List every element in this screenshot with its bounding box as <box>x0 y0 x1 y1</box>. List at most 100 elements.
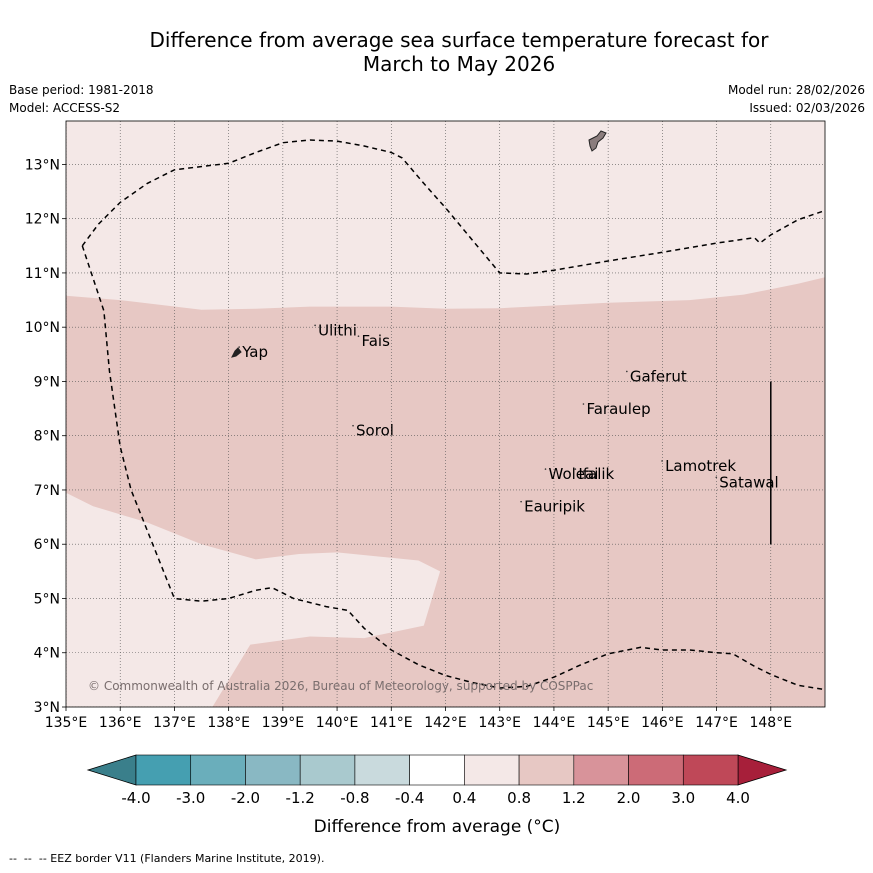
anomaly-region-1 <box>66 277 825 707</box>
y-tick-label: 11°N <box>25 266 60 282</box>
y-tick-label: 8°N <box>34 429 60 445</box>
copyright-notice: © Commonwealth of Australia 2026, Bureau… <box>88 679 593 693</box>
place-sorol: Sorol <box>352 422 394 440</box>
place-satawal: Satawal <box>715 473 779 491</box>
colorbar-bin <box>299 754 356 786</box>
place-label: Eauripik <box>524 498 585 516</box>
colorbar-bin <box>409 754 465 786</box>
title-line-2: March to May 2026 <box>362 52 556 76</box>
eez-border <box>81 139 825 691</box>
place-gaferut: Gaferut <box>626 367 687 385</box>
place-label: Fais <box>361 332 390 350</box>
colorbar-tick-label: -0.4 <box>395 789 424 807</box>
colorbar-tick-label: 0.8 <box>507 789 531 807</box>
model-name: Model: ACCESS-S2 <box>9 101 121 115</box>
meta-right: Model run: 28/02/2026 Issued: 02/03/2026 <box>728 81 865 117</box>
yap-island <box>231 347 242 358</box>
colorbar-bin <box>135 754 192 786</box>
y-tick-label: 3°N <box>34 700 60 716</box>
colorbar-tick-label: 4.0 <box>726 789 750 807</box>
colorbar-label: Difference from average (°C) <box>314 817 561 837</box>
x-tick-label: 148°E <box>749 715 792 731</box>
x-tick-label: 139°E <box>262 715 305 731</box>
place-lamotrek: Lamotrek <box>661 457 736 475</box>
x-tick-label: 145°E <box>587 715 630 731</box>
eez-border-line-0 <box>81 139 825 275</box>
place-label: Lamotrek <box>665 457 736 475</box>
place-marker <box>520 500 522 503</box>
x-tick-label: 137°E <box>153 715 196 731</box>
x-tick-label: 147°E <box>695 715 738 731</box>
colorbar-tick-label: 3.0 <box>671 789 695 807</box>
x-tick-label: 146°E <box>641 715 684 731</box>
eez-border-line-1 <box>81 245 825 691</box>
model-run: Model run: 28/02/2026 <box>727 83 865 97</box>
colorbar-bin <box>245 754 301 786</box>
place-marker <box>661 460 663 462</box>
colorbar-bins <box>86 754 788 786</box>
footnote-eez: -- -- -- EEZ border V11 (Flanders Marine… <box>9 852 325 865</box>
y-tick-label: 4°N <box>34 646 60 662</box>
colorbar-bin <box>682 754 739 786</box>
place-label: Faraulep <box>586 400 650 418</box>
issued-date: Issued: 02/03/2026 <box>749 101 865 115</box>
place-label: Ulithi <box>318 321 357 339</box>
colorbar-tick-label: -2.0 <box>231 789 260 807</box>
x-tick-label: 135°E <box>45 715 88 731</box>
meta-left: Base period: 1981-2018 Model: ACCESS-S2 <box>9 81 154 117</box>
title-line-1: Difference from average sea surface temp… <box>149 28 769 52</box>
colorbar-extend-low <box>86 754 137 786</box>
x-tick-label: 138°E <box>207 715 250 731</box>
place-marker <box>715 476 718 479</box>
place-label: Woleai <box>549 465 599 483</box>
place-label: Ifalik <box>578 465 614 483</box>
gridlines <box>66 121 825 707</box>
colorbar-tick-label: -4.0 <box>121 789 150 807</box>
colorbar-tick-label: 0.4 <box>452 789 476 807</box>
place-label: Yap <box>241 343 268 361</box>
colorbar-bin <box>628 754 684 786</box>
colorbar-bin <box>464 754 520 786</box>
colorbar-tick-labels: -4.0 -3.0 -2.0 -1.2 -0.8 -0.4 0.4 0.8 1.2 2.0 3.0 4… <box>121 789 750 807</box>
y-tick-label: 10°N <box>25 320 60 336</box>
place-yap: Yap <box>238 343 268 361</box>
place-marker <box>582 403 585 405</box>
place-label: Satawal <box>719 473 778 491</box>
place-ulithi: Ulithi <box>314 321 357 339</box>
colorbar-tick-label: -1.2 <box>286 789 315 807</box>
place-label: Gaferut <box>630 367 687 385</box>
place-faraulep: Faraulep <box>582 400 651 418</box>
place-marker <box>238 346 240 348</box>
colorbar-bin <box>190 754 246 786</box>
x-tick-label: 140°E <box>316 715 359 731</box>
colorbar-tick-label: -0.8 <box>340 789 369 807</box>
x-tick-label: 142°E <box>424 715 467 731</box>
anomaly-regions <box>66 121 825 707</box>
place-marker <box>314 324 316 327</box>
colorbar-bin <box>518 754 575 786</box>
colorbar-tick-label: -3.0 <box>176 789 205 807</box>
y-tick-label: 5°N <box>34 591 60 607</box>
y-tick-label: 7°N <box>34 483 60 499</box>
place-woleai: Woleai <box>544 465 599 483</box>
place-marker <box>574 468 577 470</box>
y-tick-label: 9°N <box>34 374 60 390</box>
base-period: Base period: 1981-2018 <box>9 83 154 97</box>
axes: 135°E 136°E 137°E 138°E 139°E 140°E 141°E 142°E… <box>25 157 792 731</box>
place-marker <box>626 370 628 373</box>
place-marker <box>544 468 547 470</box>
y-tick-label: 12°N <box>25 212 60 228</box>
x-tick-label: 141°E <box>370 715 413 731</box>
landmasses <box>231 130 607 358</box>
place-label: Sorol <box>356 422 394 440</box>
place-eauripik: Eauripik <box>520 498 585 516</box>
y-tick-label: 13°N <box>25 157 60 173</box>
colorbar-tick-label: 1.2 <box>562 789 586 807</box>
place-marker <box>352 424 354 427</box>
colorbar-extend-high <box>737 754 788 786</box>
place-ifalik: Ifalik <box>574 465 615 483</box>
chart-title: Difference from average sea surface temp… <box>0 28 873 76</box>
